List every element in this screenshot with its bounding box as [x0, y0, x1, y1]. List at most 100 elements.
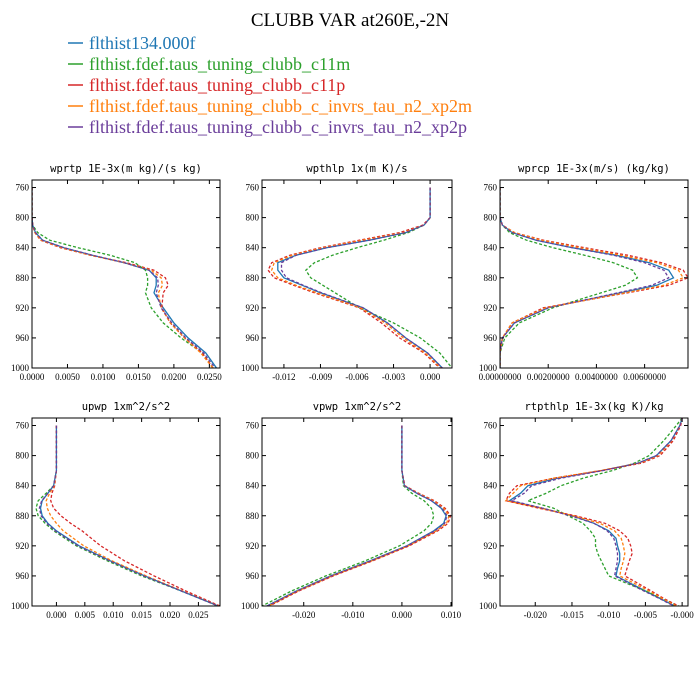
y-tick-label: 920 [246, 303, 260, 313]
x-tick-label: -0.005 [634, 610, 658, 620]
chart-panel: vpwp 1xm^2/s^2 760 800 840 880 920 960 1000 -0.0… [241, 401, 462, 620]
series-line [267, 425, 448, 606]
series-line [262, 425, 435, 606]
series-line [280, 187, 443, 368]
series-line [267, 187, 441, 368]
x-tick-label: -0.010 [341, 610, 365, 620]
chart-panel: wpthlp 1x(m K)/s 760 800 840 880 920 960 1000 -0… [241, 163, 453, 382]
y-tick-label: 840 [16, 243, 30, 253]
legend-label: flthist.fdef.taus_tuning_clubb_c11m [89, 54, 350, 74]
panel-title: wprcp 1E-3x(m/s) (kg/kg) [518, 163, 670, 175]
y-tick-label: 760 [16, 421, 30, 431]
series-line [32, 187, 214, 368]
x-tick-label: 0.0000 [20, 372, 45, 382]
y-tick-label: 880 [246, 511, 260, 521]
y-tick-label: 800 [246, 451, 260, 461]
plot-frame [261, 417, 453, 607]
y-tick-label: 1000 [11, 601, 30, 611]
series-group [262, 425, 452, 606]
series-group [32, 187, 218, 368]
y-tick-label: 1000 [479, 601, 498, 611]
panels: wprtp 1E-3x(m kg)/(s kg) 760 800 840 880 920 9… [11, 163, 694, 620]
series-line [270, 187, 442, 368]
x-tick-label: 0.00400000 [575, 372, 618, 382]
y-tick-label: 840 [16, 481, 30, 491]
series-group [504, 418, 683, 606]
y-tick-label: 840 [484, 243, 498, 253]
chart-panel: rtpthlp 1E-3x(kg K)/kg 760 800 840 880 920 960… [479, 401, 694, 620]
y-tick-label: 880 [16, 273, 30, 283]
series-line [500, 187, 685, 368]
y-tick-label: 760 [246, 183, 260, 193]
y-tick-label: 800 [16, 451, 30, 461]
series-line [266, 425, 447, 606]
y-tick-label: 880 [484, 273, 498, 283]
y-tick-label: 880 [16, 511, 30, 521]
y-tick-label: 1000 [241, 601, 260, 611]
series-line [32, 187, 214, 368]
panel-title: rtpthlp 1E-3x(kg K)/kg [524, 401, 663, 413]
series-line [268, 425, 450, 606]
x-tick-label: 0.00200000 [527, 372, 570, 382]
x-tick-label: 0.025 [188, 610, 209, 620]
legend-label: flthist134.000f [89, 33, 196, 53]
x-tick-label: 0.0050 [55, 372, 80, 382]
y-tick-label: 920 [246, 541, 260, 551]
chart-panel: wprcp 1E-3x(m/s) (kg/kg) 760 800 840 880 920 9… [479, 163, 689, 382]
x-tick-label: 0.0150 [126, 372, 151, 382]
x-tick-label: 0.0250 [197, 372, 222, 382]
y-tick-label: 840 [484, 481, 498, 491]
x-tick-label: -0.000 [671, 610, 695, 620]
series-line [277, 187, 443, 368]
series-line [504, 418, 683, 606]
series-line [304, 187, 452, 368]
x-tick-label: 0.020 [160, 610, 181, 620]
x-tick-label: 0.000 [46, 610, 67, 620]
x-tick-label: 0.015 [131, 610, 152, 620]
y-tick-label: 760 [484, 183, 498, 193]
series-group [500, 187, 688, 368]
x-tick-label: 0.010 [103, 610, 124, 620]
legend-label: flthist.fdef.taus_tuning_clubb_c_invrs_t… [89, 96, 472, 116]
panel-title: wprtp 1E-3x(m kg)/(s kg) [50, 163, 202, 175]
y-tick-label: 1000 [479, 363, 498, 373]
series-line [38, 425, 219, 606]
y-tick-label: 960 [484, 571, 498, 581]
y-tick-label: 1000 [11, 363, 30, 373]
y-tick-label: 760 [16, 183, 30, 193]
y-tick-label: 800 [484, 451, 498, 461]
series-line [504, 418, 683, 606]
y-tick-label: 1000 [241, 363, 260, 373]
chart-panel: wprtp 1E-3x(m kg)/(s kg) 760 800 840 880 920 9… [11, 163, 222, 382]
series-line [35, 425, 219, 606]
series-line [45, 425, 220, 606]
y-tick-label: 960 [484, 333, 498, 343]
y-tick-label: 960 [16, 571, 30, 581]
panel-title: wpthlp 1x(m K)/s [306, 163, 407, 175]
series-line [507, 418, 683, 606]
x-tick-label: -0.003 [382, 372, 406, 382]
y-tick-label: 880 [484, 511, 498, 521]
legend-label: flthist.fdef.taus_tuning_clubb_c11p [89, 75, 345, 95]
legend: flthist134.000fflthist.fdef.taus_tuning_… [68, 33, 472, 137]
y-tick-label: 880 [246, 273, 260, 283]
x-tick-label: -0.020 [524, 610, 548, 620]
series-line [32, 187, 216, 368]
x-tick-label: -0.015 [560, 610, 584, 620]
y-tick-label: 960 [16, 333, 30, 343]
series-line [525, 418, 683, 606]
y-tick-label: 800 [484, 213, 498, 223]
series-group [35, 425, 220, 606]
series-line [510, 418, 683, 606]
x-tick-label: 0.00000000 [479, 372, 522, 382]
x-tick-label: 0.000 [392, 610, 413, 620]
figure-title: CLUBB VAR at260E,-2N [251, 10, 450, 31]
y-tick-label: 960 [246, 571, 260, 581]
x-tick-label: 0.000 [420, 372, 441, 382]
series-line [50, 425, 220, 606]
x-tick-label: 0.005 [75, 610, 96, 620]
plot-frame [31, 417, 221, 607]
plot-frame [499, 179, 689, 369]
series-group [267, 187, 452, 368]
